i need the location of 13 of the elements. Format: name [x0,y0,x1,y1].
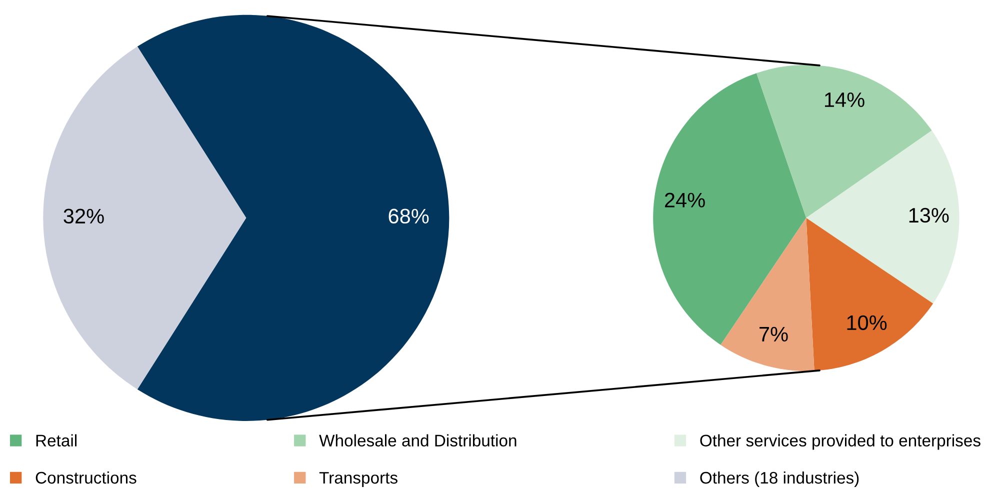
legend-label: Other services provided to enterprises [700,434,980,450]
data-label: 7% [760,326,788,342]
legend-label: Retail [36,434,76,447]
legend-label: Transports [319,472,398,487]
data-label: 10% [847,315,887,330]
data-label: 14% [825,92,864,108]
data-label: 13% [909,208,949,223]
data-label: 32% [64,208,104,224]
legend-label: Others (18 industries) [700,471,859,487]
data-label: 24% [664,192,705,208]
data-label: 68% [388,208,429,224]
legend-label: Wholesale and Distribution [319,434,516,447]
legend-label: Constructions [36,471,136,484]
